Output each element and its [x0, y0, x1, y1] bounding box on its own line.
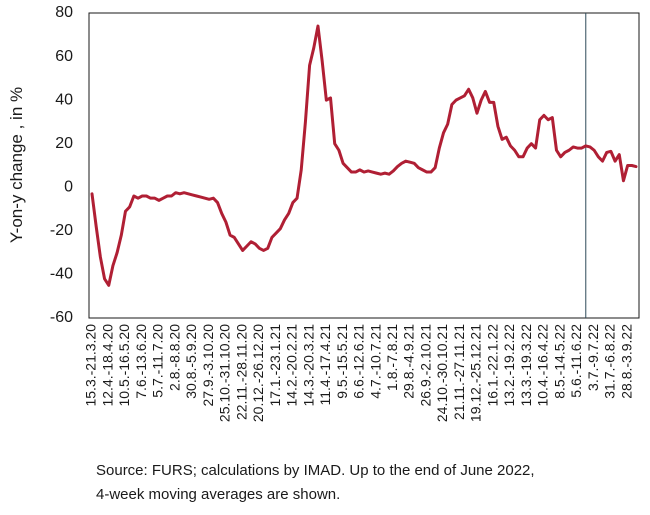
x-tick-label: 7.6.-13.6.20 — [133, 324, 149, 399]
y-tick-label: 20 — [55, 135, 73, 152]
x-tick-label: 17.1.-23.1.21 — [267, 324, 283, 407]
x-tick-label: 5.6.-11.6.22 — [568, 324, 584, 398]
x-tick-label: 8.5.-14.5.22 — [551, 324, 567, 399]
x-tick-label: 21.11.-27.11.21 — [451, 324, 467, 420]
y-tick-label: -60 — [50, 309, 73, 326]
x-tick-label: 26.9.-2.10.21 — [417, 324, 433, 407]
x-tick-label: 5.7.-11.7.20 — [150, 324, 166, 398]
x-tick-label: 13.3.-19.3.22 — [518, 324, 534, 407]
y-axis-ticks: -60 -40 -20 0 20 40 60 80 — [50, 4, 73, 326]
x-tick-label: 1.8.-7.8.21 — [384, 324, 400, 391]
x-tick-label: 10.4.-16.4.22 — [535, 324, 551, 407]
x-tick-label: 2.8.-8.8.20 — [166, 324, 182, 391]
x-tick-label: 11.4.-17.4.21 — [317, 324, 333, 406]
y-tick-label: 0 — [64, 179, 73, 196]
x-tick-label: 16.1.-22.1.22 — [484, 324, 500, 407]
x-tick-label: 24.10.-30.10.21 — [434, 324, 450, 422]
x-tick-label: 31.7.-6.8.22 — [602, 324, 618, 399]
source-note: Source: FURS; calculations by IMAD. Up t… — [96, 459, 636, 507]
x-tick-label: 6.6.-12.6.21 — [351, 324, 367, 399]
series-line — [90, 24, 638, 287]
y-tick-label: 60 — [55, 48, 73, 65]
x-tick-label: 28.8.-3.9.22 — [618, 324, 634, 399]
x-tick-label: 13.2.-19.2.22 — [501, 324, 517, 407]
x-tick-label: 29.8.-4.9.21 — [401, 324, 417, 399]
x-tick-label: 9.5.-15.5.21 — [334, 324, 350, 399]
y-tick-label: -20 — [50, 222, 73, 239]
y-axis-title: Y-on-y change , in % — [7, 87, 26, 243]
y-tick-label: 80 — [55, 4, 73, 21]
x-tick-label: 27.9.-3.10.20 — [200, 324, 216, 407]
x-tick-label: 30.8.-5.9.20 — [183, 324, 199, 399]
x-tick-label: 22.11.-28.11.20 — [233, 324, 249, 420]
x-tick-label: 10.5.-16.5.20 — [116, 324, 132, 407]
x-tick-label: 20.12.-26.12.20 — [250, 324, 266, 422]
y-tick-label: 40 — [55, 91, 73, 108]
y-tick-label: -40 — [50, 266, 73, 283]
plot-frame — [88, 12, 640, 319]
x-tick-label: 4.7.-10.7.21 — [367, 324, 383, 399]
x-axis-ticks: 15.3.-21.3.20 12.4.-18.4.20 10.5.-16.5.20 7… — [83, 324, 635, 422]
x-tick-label: 3.7.-9.7.22 — [585, 324, 601, 391]
x-tick-label: 12.4.-18.4.20 — [99, 324, 115, 407]
source-note-line-2: 4-week moving averages are shown. — [96, 486, 341, 503]
x-tick-label: 14.3.-20.3.21 — [300, 324, 316, 407]
x-tick-label: 15.3.-21.3.20 — [83, 324, 99, 407]
source-note-line-1: Source: FURS; calculations by IMAD. Up t… — [96, 462, 535, 479]
x-tick-label: 19.12.-25.12.21 — [468, 324, 484, 422]
x-tick-label: 14.2.-20.2.21 — [284, 324, 300, 407]
x-tick-label: 25.10.-31.10.20 — [217, 324, 233, 422]
